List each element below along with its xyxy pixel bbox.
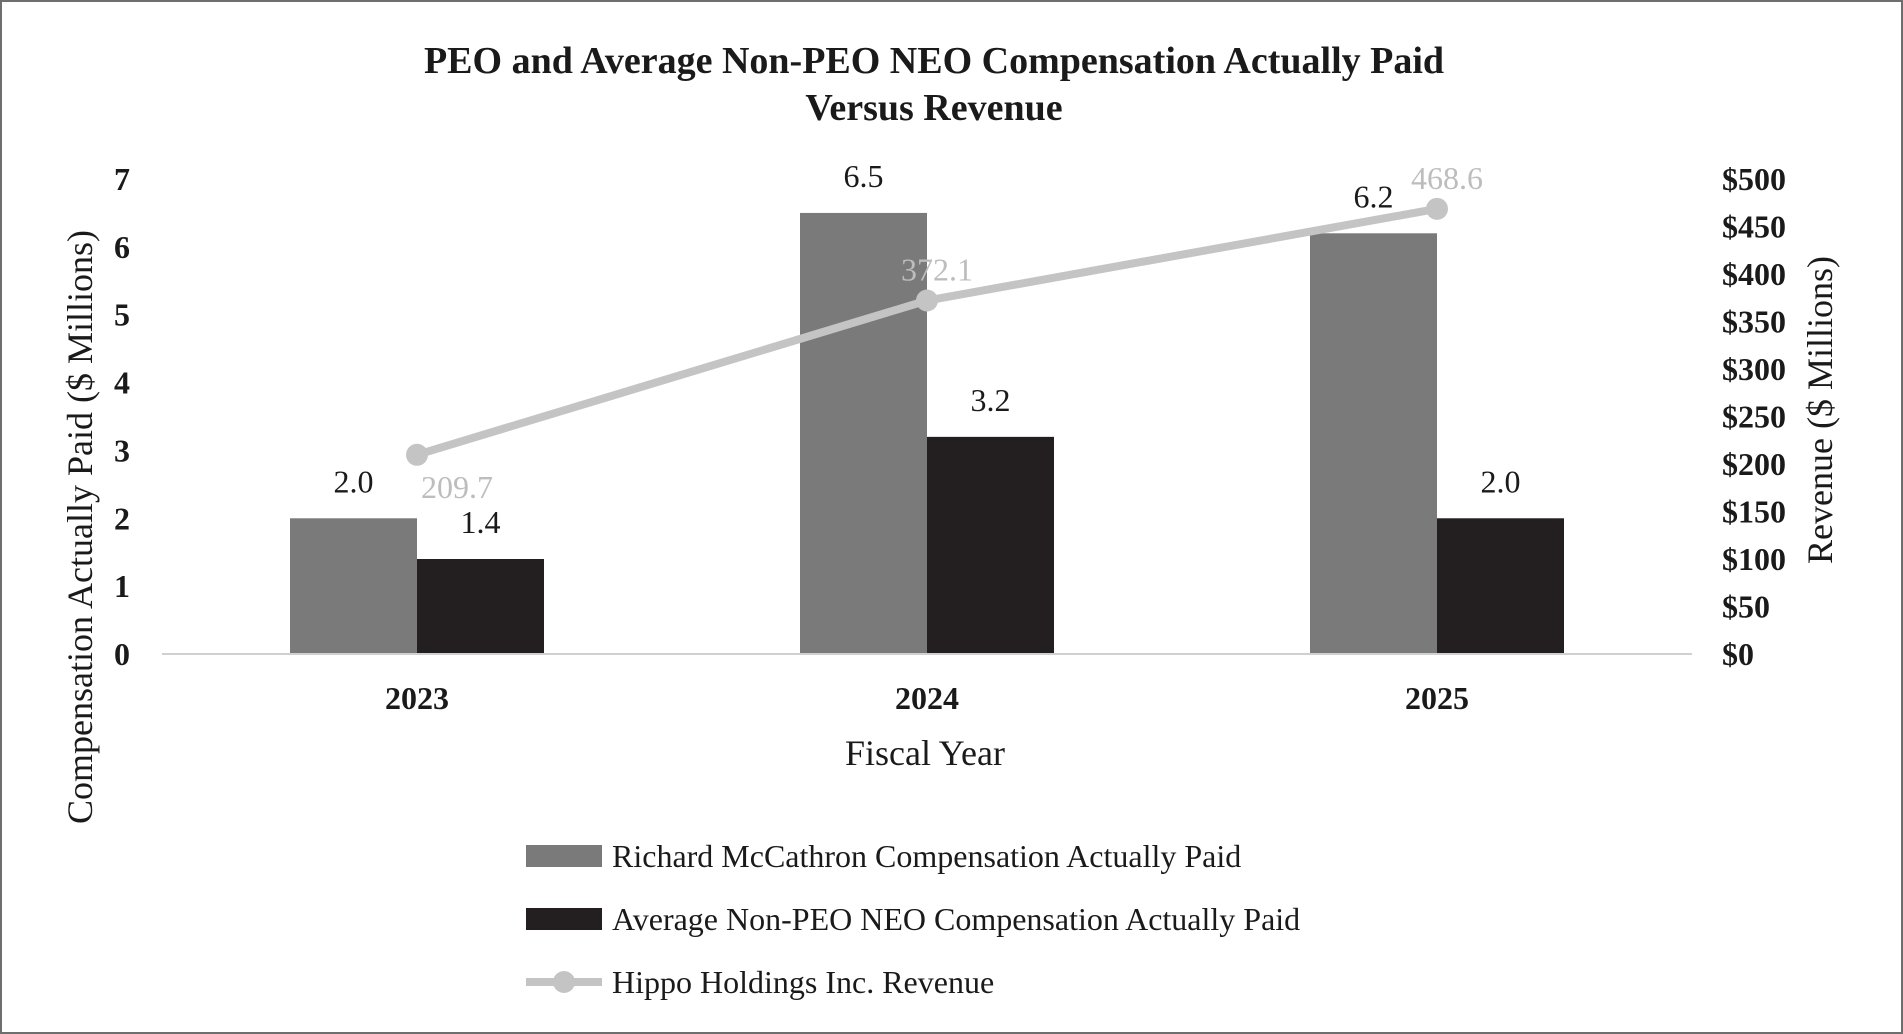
legend-label: Hippo Holdings Inc. Revenue [612, 964, 994, 1000]
y2-axis-title: Revenue ($ Millions) [1800, 256, 1840, 564]
y-tick-label: 0 [114, 636, 130, 672]
y-axis-ticks: 0 1 2 3 4 5 6 7 [114, 161, 130, 672]
bar [417, 559, 544, 654]
legend-item: Hippo Holdings Inc. Revenue [526, 964, 994, 1000]
y2-tick-label: $250 [1722, 399, 1786, 435]
bar-value-label: 6.5 [844, 158, 884, 194]
y2-tick-label: $200 [1722, 446, 1786, 482]
y-tick-label: 5 [114, 297, 130, 333]
legend-label: Richard McCathron Compensation Actually … [612, 838, 1241, 874]
x-tick-label: 2024 [895, 680, 959, 716]
bar-value-label: 1.4 [461, 504, 501, 540]
y-tick-label: 3 [114, 432, 130, 468]
legend-marker [553, 971, 575, 993]
x-tick-label: 2023 [385, 680, 449, 716]
y2-tick-label: $0 [1722, 636, 1754, 672]
y2-tick-label: $450 [1722, 209, 1786, 245]
bar [290, 518, 417, 654]
bar-value-label: 2.0 [334, 463, 374, 499]
y-tick-label: 1 [114, 568, 130, 604]
bar-value-label: 3.2 [971, 382, 1011, 418]
y2-tick-label: $50 [1722, 589, 1770, 625]
revenue-point [1426, 197, 1448, 220]
bar-value-label: 6.2 [1354, 178, 1394, 214]
bar [927, 436, 1054, 654]
data-labels: 2.0 1.4 6.5 3.2 6.2 2.0 209.7 372.1 468.6 [334, 158, 1521, 540]
revenue-value-label: 209.7 [421, 469, 493, 505]
y2-tick-label: $300 [1722, 351, 1786, 387]
bar-marks [290, 212, 1564, 655]
bar [1310, 233, 1437, 655]
y2-tick-label: $100 [1722, 541, 1786, 577]
chart-title: PEO and Average Non-PEO NEO Compensation… [424, 40, 1444, 82]
revenue-value-label: 372.1 [901, 252, 973, 288]
y-tick-label: 2 [114, 500, 130, 536]
y2-tick-label: $150 [1722, 494, 1786, 530]
x-axis-categories: 2023 2024 2025 [385, 680, 1469, 716]
legend: Richard McCathron Compensation Actually … [526, 838, 1300, 1000]
revenue-value-label: 468.6 [1411, 160, 1483, 196]
bar [1437, 518, 1564, 654]
y2-tick-label: $350 [1722, 304, 1786, 340]
revenue-point [916, 289, 938, 312]
x-tick-label: 2025 [1405, 680, 1469, 716]
y-tick-label: 6 [114, 229, 130, 265]
legend-swatch [526, 908, 602, 930]
line-series [406, 197, 1448, 466]
legend-item: Average Non-PEO NEO Compensation Actuall… [526, 901, 1300, 937]
legend-label: Average Non-PEO NEO Compensation Actuall… [612, 901, 1300, 937]
bar [800, 212, 927, 654]
y2-tick-label: $500 [1722, 161, 1786, 197]
y-axis-title: Compensation Actually Paid ($ Millions) [60, 230, 100, 824]
x-axis-title: Fiscal Year [845, 733, 1005, 773]
y2-axis-ticks: $0 $50 $100 $150 $200 $250 $300 $350 $400 $450 $50… [1722, 161, 1786, 672]
y-tick-label: 4 [114, 365, 130, 401]
legend-swatch [526, 845, 602, 867]
bar-value-label: 2.0 [1481, 463, 1521, 499]
y2-tick-label: $400 [1722, 256, 1786, 292]
chart-subtitle: Versus Revenue [805, 87, 1062, 129]
legend-item: Richard McCathron Compensation Actually … [526, 838, 1241, 874]
y-tick-label: 7 [114, 161, 130, 197]
revenue-point [406, 443, 428, 466]
